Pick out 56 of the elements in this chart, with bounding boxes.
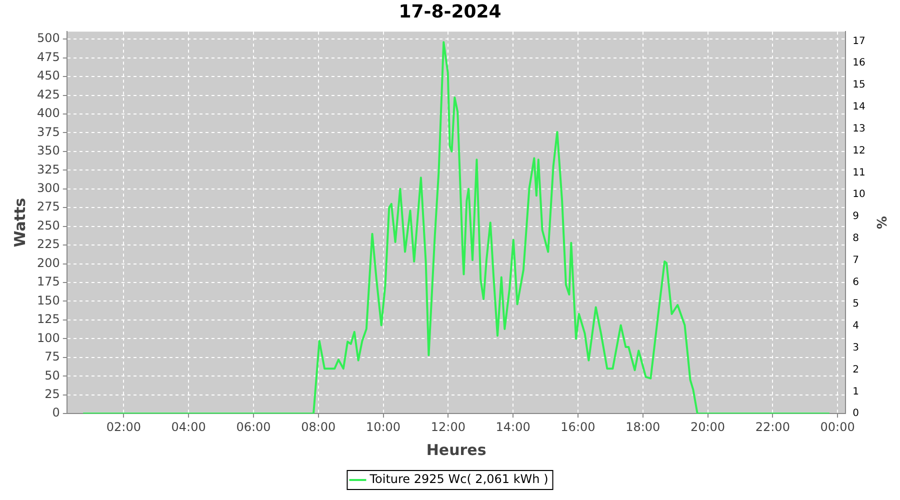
x-tick-label: 02:00: [106, 420, 141, 434]
y-tick-label: 375: [37, 124, 60, 139]
y2-tick-label: 15: [852, 80, 866, 91]
y-tick-label: 0: [52, 406, 60, 420]
y2-tick-label: 4: [852, 320, 860, 332]
chart-title: 17-8-2024: [398, 1, 502, 22]
x-axis-title: Heures: [426, 440, 486, 459]
y-tick-label: 200: [37, 256, 60, 270]
y-tick-label: 500: [37, 31, 60, 46]
x-tick-label: 14:00: [496, 420, 530, 434]
x-tick-label: 06:00: [236, 420, 271, 434]
y-tick-label: 175: [37, 274, 60, 289]
x-tick-label: 00:00: [820, 420, 855, 434]
y-tick-label: 275: [37, 200, 60, 214]
y2-tick-label: 0: [852, 408, 860, 420]
x-tick-label: 08:00: [301, 420, 336, 434]
y2-tick-label: 3: [852, 342, 860, 354]
y-tick-label: 400: [37, 106, 60, 120]
y-tick-label: 75: [44, 350, 60, 364]
legend-label: Toiture 2925 Wc( 2,061 kWh ): [368, 472, 548, 486]
y2-tick-label: 13: [852, 123, 866, 134]
y-tick-label: 475: [37, 50, 60, 64]
x-tick-label: 16:00: [560, 420, 596, 434]
x-tick-label: 20:00: [690, 420, 726, 434]
y2-tick-label: 10: [852, 189, 866, 200]
y-tick-label: 450: [37, 68, 60, 83]
y-tick-label: 325: [37, 162, 60, 176]
y2-tick-label: 9: [852, 211, 860, 222]
y-tick-label: 25: [44, 387, 60, 401]
y2-axis-title: %: [872, 216, 888, 230]
x-tick-label: 12:00: [430, 420, 466, 434]
y-tick-label: 225: [37, 237, 60, 252]
y-tick-label: 50: [44, 368, 60, 382]
y2-tick-label: 7: [852, 254, 860, 266]
x-tick-label: 18:00: [626, 420, 660, 434]
y2-tick-label: 11: [852, 167, 866, 178]
y2-tick-label: 17: [852, 36, 866, 47]
y-tick-label: 100: [37, 330, 60, 345]
y2-tick-label: 6: [852, 276, 860, 288]
y-tick-label: 250: [37, 218, 60, 232]
y-tick-label: 150: [37, 293, 60, 308]
x-tick-label: 22:00: [755, 420, 790, 434]
x-tick-label: 04:00: [171, 420, 206, 434]
y-tick-label: 125: [37, 312, 60, 326]
y-tick-label: 425: [37, 87, 60, 102]
y-axis-title: Watts: [10, 198, 29, 248]
y2-tick-label: 12: [852, 145, 866, 156]
x-tick-label: 10:00: [366, 420, 401, 434]
y2-tick-label: 5: [852, 298, 860, 310]
y2-tick-label: 1: [852, 386, 860, 398]
y2-tick-label: 2: [852, 364, 860, 376]
y2-tick-label: 14: [852, 102, 866, 113]
y2-tick-label: 8: [852, 232, 860, 244]
y2-tick-label: 16: [852, 58, 866, 69]
y-tick-label: 300: [37, 181, 60, 196]
y-tick-label: 350: [37, 144, 60, 158]
